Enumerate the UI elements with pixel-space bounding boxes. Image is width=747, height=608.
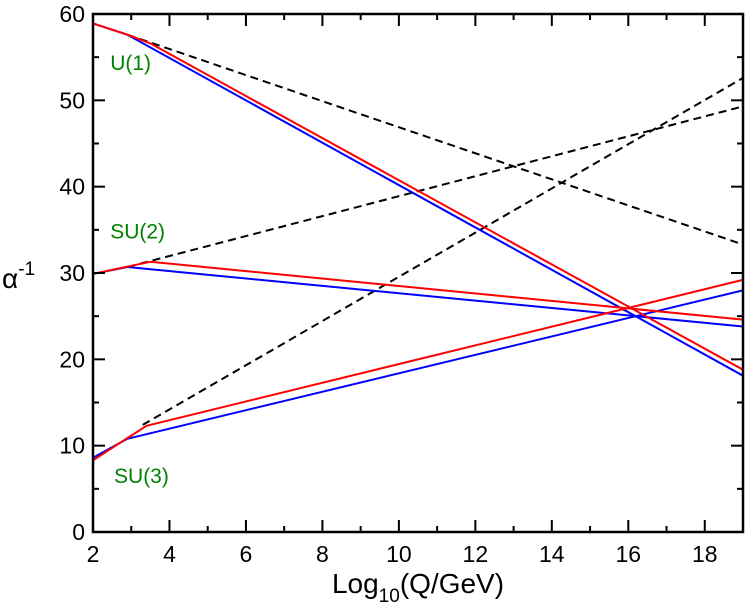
y-axis-title: α-1 [2,259,35,294]
series-line-su-2-sm [127,105,743,268]
x-axis-title: Log10(Q/GeV) [332,568,504,607]
series-labels: U(1) SU(2) SU(3) [110,52,169,488]
y-tick-label: 30 [59,260,85,286]
series-line-su-3-mssm-red [93,278,743,462]
series-line-u-1-mssm-blue [93,22,743,377]
series-line-su-3-sm [142,77,743,426]
x-tick-label: 12 [463,541,489,567]
x-tick-label: 6 [240,541,253,567]
y-tick-label: 50 [59,87,85,113]
y-tick-label: 0 [72,519,85,545]
y-tick-label: 60 [59,1,85,27]
series-label-su-3: SU(3) [114,465,169,488]
y-tick-label: 40 [59,174,85,200]
series-line-su-2-mssm-red [93,260,743,321]
series-label-u-1: U(1) [110,52,151,75]
x-tick-label: 4 [163,541,176,567]
y-tick-label: 10 [59,433,85,459]
y-tick-label: 20 [59,346,85,372]
series-line-u-1-mssm-red [93,22,743,371]
x-tick-label: 2 [87,541,100,567]
x-tick-label: 10 [386,541,412,567]
x-tick-label: 16 [615,541,641,567]
series-layer [93,22,743,462]
axis-ticks: 2 4 6 8 10 12 14 16 18 0 10 20 30 40 50 60 [59,1,743,567]
x-tick-label: 18 [692,541,718,567]
x-tick-label: 8 [316,541,329,567]
x-tick-label: 14 [539,541,565,567]
series-line-su-2-mssm-blue [93,266,743,328]
series-line-u-1-sm [127,33,743,246]
series-label-su-2: SU(2) [110,220,165,243]
